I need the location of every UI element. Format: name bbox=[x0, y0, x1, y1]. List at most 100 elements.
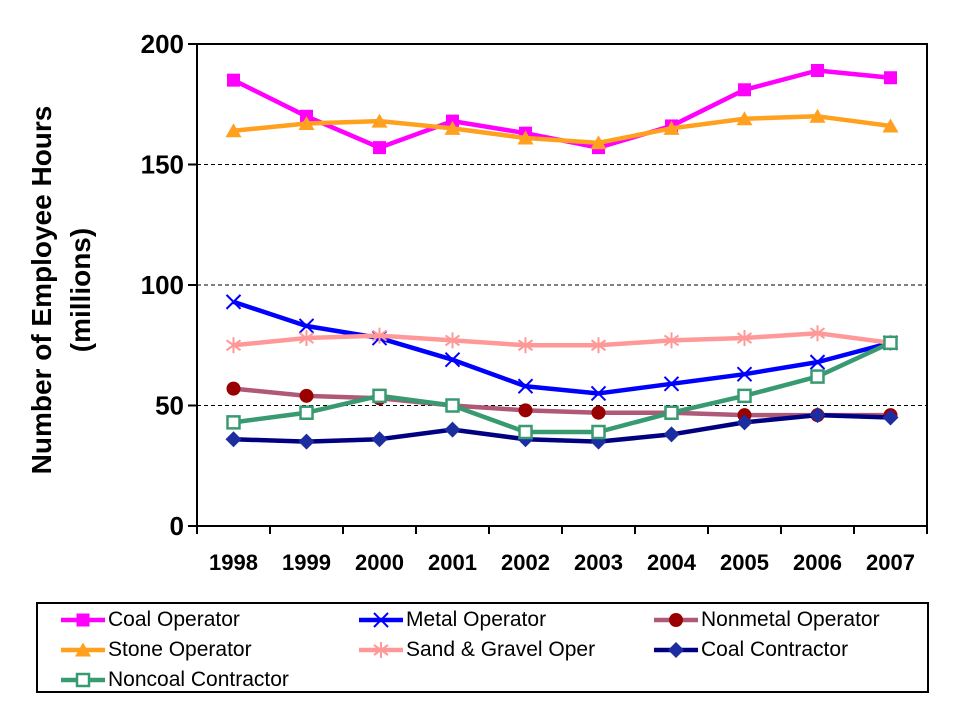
legend-item-coal-operator: Coal Operator bbox=[60, 608, 240, 632]
marker-square-open bbox=[299, 405, 314, 420]
legend-label: Coal Operator bbox=[108, 608, 240, 631]
marker-square bbox=[76, 613, 90, 627]
marker-square-open bbox=[518, 424, 533, 440]
marker-x bbox=[225, 294, 242, 310]
marker-triangle bbox=[444, 120, 461, 135]
marker-circle bbox=[669, 613, 683, 627]
marker-triangle bbox=[517, 130, 534, 145]
marker-diamond bbox=[298, 433, 315, 450]
marker-asterisk bbox=[590, 337, 607, 354]
marker-asterisk bbox=[517, 337, 534, 354]
marker-square bbox=[373, 141, 386, 155]
x-tick-label-1999: 1999 bbox=[282, 550, 331, 575]
marker-diamond bbox=[444, 421, 461, 438]
marker-triangle bbox=[371, 113, 388, 128]
y-tick-label-0: 0 bbox=[170, 511, 184, 541]
marker-asterisk bbox=[444, 332, 461, 349]
marker-square-open bbox=[664, 405, 679, 420]
legend-item-metal-operator: Metal Operator bbox=[358, 608, 546, 632]
series-line-noncoal-contractor bbox=[233, 340, 892, 435]
marker-x bbox=[444, 352, 461, 368]
marker-square bbox=[227, 73, 240, 87]
legend-swatch-coal-operator bbox=[61, 613, 105, 627]
legend-swatch-nonmetal-operator bbox=[654, 613, 698, 627]
marker-square-open bbox=[445, 398, 460, 413]
marker-square-open bbox=[810, 369, 825, 384]
legend-item-coal-contractor: Coal Contractor bbox=[653, 638, 848, 662]
legend-label: Noncoal Contractor bbox=[108, 668, 289, 691]
data-series bbox=[225, 64, 899, 450]
legend-item-sand-gravel-oper: Sand & Gravel Oper bbox=[358, 638, 595, 662]
marker-square-open bbox=[75, 672, 91, 688]
legend-swatch-coal-contractor bbox=[654, 642, 698, 658]
series-coal-contractor bbox=[225, 407, 899, 450]
x-tick-label-2003: 2003 bbox=[574, 550, 623, 575]
y-tick-label-200: 200 bbox=[141, 29, 184, 59]
marker-x bbox=[373, 612, 389, 628]
marker-square bbox=[738, 83, 751, 97]
series-line-sand-gravel-oper bbox=[233, 330, 891, 348]
marker-square-open bbox=[372, 388, 387, 404]
x-tick-label-2005: 2005 bbox=[720, 550, 769, 575]
marker-triangle bbox=[298, 116, 315, 131]
marker-circle bbox=[518, 403, 533, 418]
legend-item-noncoal-contractor: Noncoal Contractor bbox=[60, 668, 289, 692]
marker-circle bbox=[591, 405, 606, 420]
axes bbox=[188, 43, 928, 534]
marker-triangle bbox=[590, 135, 607, 150]
marker-x bbox=[809, 354, 826, 370]
marker-asterisk bbox=[663, 332, 680, 349]
legend-item-stone-operator: Stone Operator bbox=[60, 638, 252, 662]
marker-triangle bbox=[225, 123, 242, 138]
x-tick-label-2000: 2000 bbox=[355, 550, 404, 575]
marker-diamond bbox=[668, 642, 684, 658]
marker-circle bbox=[226, 381, 241, 396]
marker-circle bbox=[299, 388, 314, 403]
marker-triangle bbox=[809, 108, 826, 123]
legend-swatch-sand-gravel-oper bbox=[359, 642, 403, 658]
marker-triangle bbox=[75, 642, 91, 657]
marker-triangle bbox=[736, 111, 753, 126]
legend-swatch-metal-operator bbox=[359, 612, 403, 628]
y-axis-title-line1: Number of Employee Hours bbox=[26, 106, 57, 475]
marker-square-open bbox=[883, 335, 898, 351]
marker-asterisk bbox=[225, 337, 242, 354]
marker-diamond bbox=[663, 426, 680, 443]
marker-square bbox=[811, 64, 824, 78]
marker-asterisk bbox=[736, 330, 753, 347]
marker-triangle bbox=[663, 120, 680, 135]
series-noncoal-contractor bbox=[226, 335, 898, 440]
series-line-nonmetal-operator bbox=[233, 386, 891, 418]
x-tick-label-2001: 2001 bbox=[428, 550, 477, 575]
legend-label: Nonmetal Operator bbox=[701, 608, 880, 631]
x-tick-label-2002: 2002 bbox=[501, 550, 550, 575]
marker-x bbox=[298, 318, 315, 334]
marker-x bbox=[517, 378, 534, 394]
series-line-metal-operator bbox=[232, 299, 892, 396]
legend-label: Sand & Gravel Oper bbox=[406, 638, 596, 661]
x-tick-label-1998: 1998 bbox=[209, 550, 258, 575]
legend-label: Coal Contractor bbox=[701, 638, 849, 661]
marker-square-open bbox=[591, 424, 606, 440]
legend-label: Metal Operator bbox=[406, 608, 547, 631]
marker-asterisk bbox=[371, 327, 388, 344]
series-metal-operator bbox=[225, 294, 899, 402]
marker-asterisk bbox=[298, 330, 315, 347]
marker-square-open bbox=[226, 415, 241, 430]
x-tick-label-2007: 2007 bbox=[866, 550, 915, 575]
legend-swatch-stone-operator bbox=[61, 642, 105, 657]
series-line-stone-operator bbox=[233, 114, 891, 146]
marker-square bbox=[884, 71, 897, 85]
series-sand-gravel-oper bbox=[225, 325, 899, 354]
marker-diamond bbox=[809, 407, 826, 424]
x-tick-label-2006: 2006 bbox=[793, 550, 842, 575]
series-line-coal-contractor bbox=[233, 412, 891, 444]
marker-square-open bbox=[737, 388, 752, 404]
gridlines bbox=[197, 164, 927, 406]
marker-asterisk bbox=[809, 325, 826, 342]
y-tick-label-150: 150 bbox=[141, 150, 184, 180]
y-axis-title-line2: (millions) bbox=[65, 228, 96, 352]
marker-asterisk bbox=[373, 642, 389, 658]
